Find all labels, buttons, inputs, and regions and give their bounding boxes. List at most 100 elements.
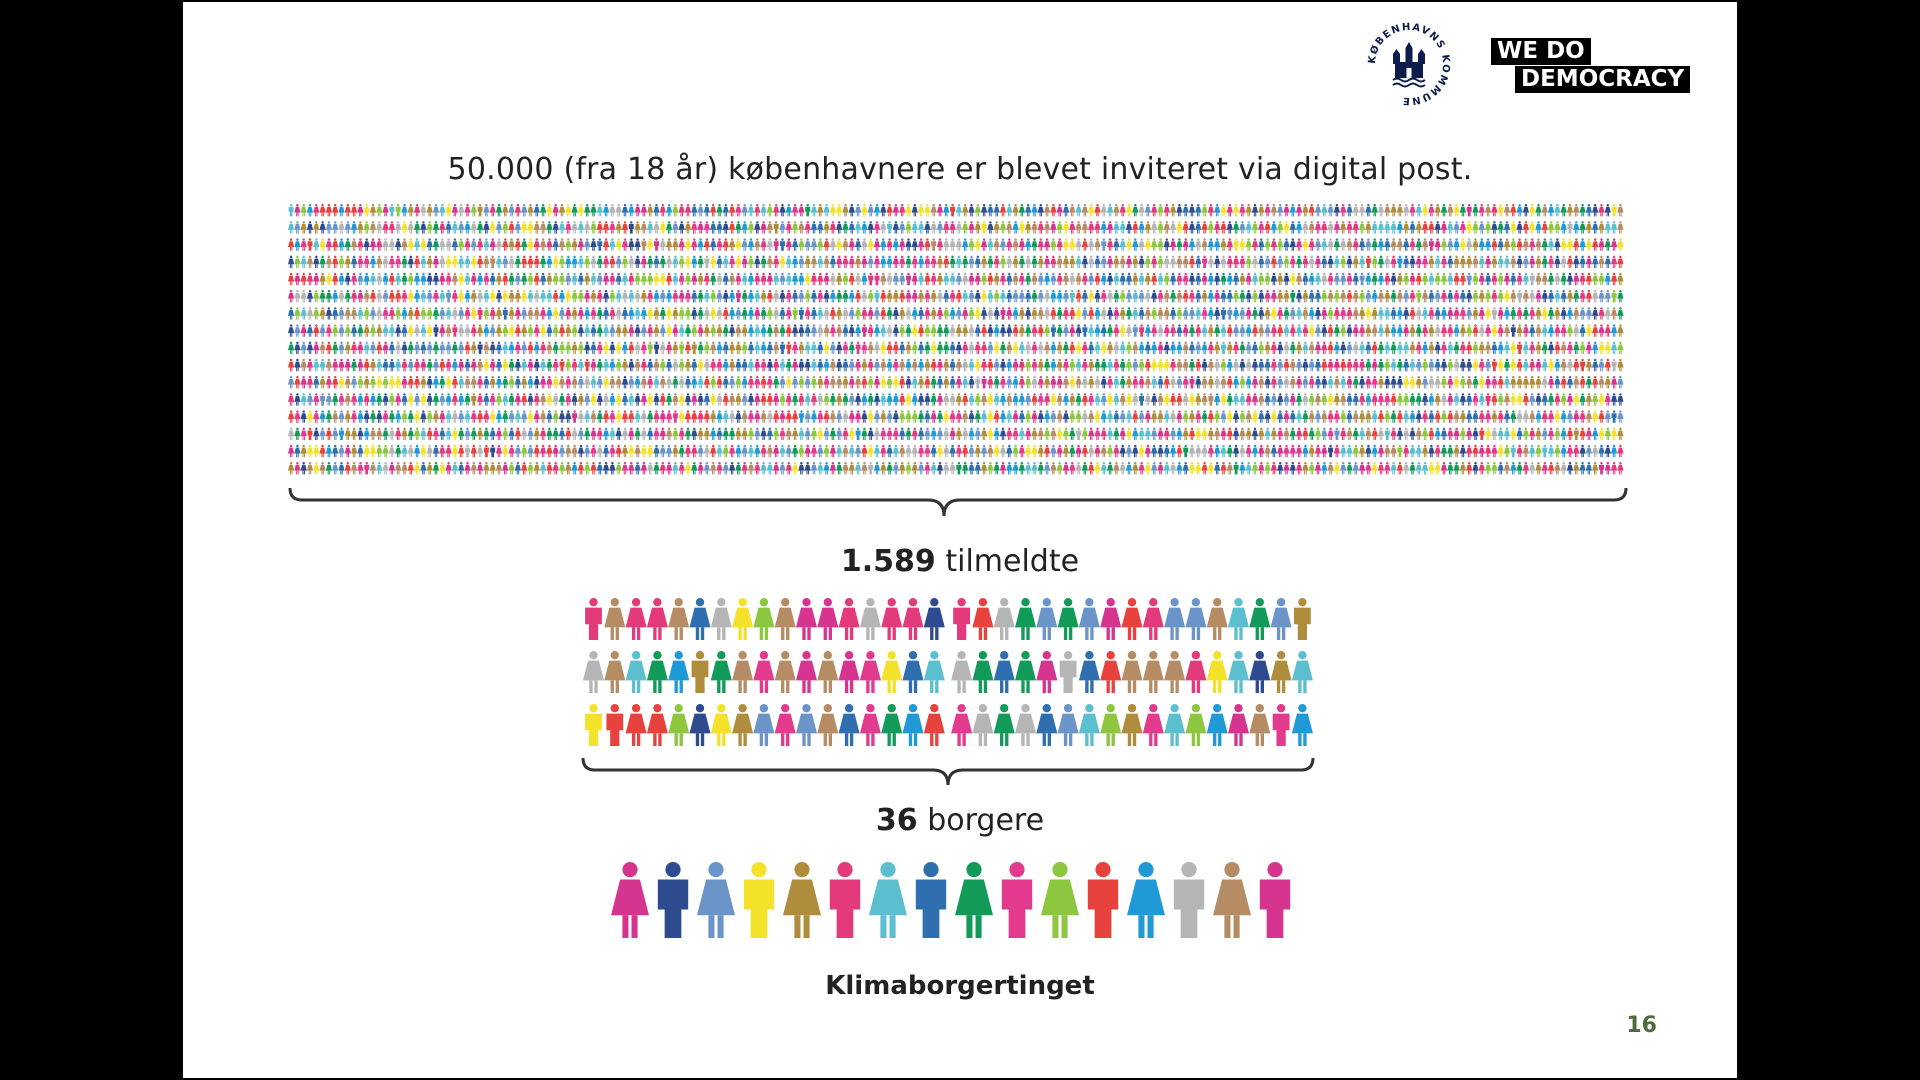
person-icon	[1599, 462, 1604, 475]
person-icon	[1321, 204, 1328, 217]
person-icon	[1207, 410, 1214, 423]
person-icon	[962, 221, 969, 234]
person-icon	[653, 221, 660, 234]
person-icon	[634, 204, 641, 217]
person-icon	[911, 462, 918, 475]
person-icon	[918, 238, 925, 251]
person-icon	[363, 290, 370, 303]
person-icon	[1245, 462, 1252, 475]
person-icon	[1119, 444, 1126, 458]
person-icon	[773, 238, 779, 251]
person-icon	[1308, 393, 1315, 406]
person-icon	[1529, 255, 1536, 268]
person-icon	[684, 444, 692, 458]
person-icon	[1185, 598, 1207, 640]
person-icon	[300, 272, 307, 286]
person-icon	[527, 238, 534, 251]
person-icon	[1062, 341, 1070, 354]
person-icon	[1088, 376, 1095, 389]
person-icon	[1245, 341, 1252, 354]
person-icon	[773, 376, 780, 389]
person-icon	[1611, 204, 1617, 217]
person-icon	[1340, 444, 1347, 458]
person-icon	[905, 427, 912, 440]
person-icon	[1258, 272, 1265, 286]
person-icon	[672, 410, 678, 423]
person-icon	[1289, 376, 1296, 389]
person-icon	[1365, 410, 1372, 423]
person-icon	[426, 462, 433, 475]
person-icon	[804, 255, 811, 268]
person-icon	[640, 410, 647, 423]
citizens-label: borgere	[927, 803, 1045, 838]
citizens-people-row	[611, 862, 1291, 938]
person-icon	[1125, 393, 1133, 406]
person-icon	[1182, 255, 1189, 268]
person-icon	[1371, 462, 1378, 475]
person-icon	[458, 358, 465, 372]
person-icon	[502, 204, 509, 217]
person-icon	[1163, 221, 1170, 234]
person-icon	[1340, 204, 1347, 217]
person-icon	[1403, 358, 1410, 372]
person-icon	[1503, 444, 1511, 458]
person-icon	[584, 324, 591, 337]
person-icon	[401, 444, 408, 458]
person-icon	[659, 324, 666, 337]
person-icon	[1422, 376, 1429, 389]
person-icon	[899, 444, 906, 458]
person-icon	[899, 427, 906, 440]
person-icon	[1056, 238, 1063, 251]
person-icon	[344, 341, 351, 354]
person-icon	[1617, 255, 1624, 268]
person-icon	[558, 462, 566, 475]
person-icon	[1239, 307, 1246, 320]
person-icon	[987, 272, 994, 286]
person-icon	[1245, 324, 1252, 337]
person-icon	[1290, 290, 1296, 303]
person-icon	[407, 307, 414, 320]
person-icon	[1566, 462, 1574, 475]
person-icon	[527, 393, 534, 406]
person-icon	[880, 307, 887, 320]
person-icon	[1270, 221, 1277, 234]
person-icon	[1075, 341, 1082, 354]
person-icon	[1226, 462, 1233, 475]
person-icon	[1548, 341, 1555, 354]
person-icon	[804, 221, 811, 234]
person-icon	[1062, 221, 1070, 234]
person-icon	[955, 238, 962, 251]
person-icon	[571, 462, 578, 475]
person-icon	[873, 444, 881, 458]
person-icon	[1176, 324, 1183, 337]
person-icon	[376, 410, 383, 423]
person-icon	[962, 462, 969, 475]
person-icon	[1056, 272, 1063, 286]
person-icon	[621, 221, 629, 234]
person-icon	[774, 598, 796, 640]
person-icon	[1485, 444, 1492, 458]
person-icon	[1365, 255, 1371, 268]
person-icon	[1560, 393, 1567, 406]
person-icon	[735, 427, 742, 440]
person-icon	[766, 204, 773, 217]
person-icon	[1119, 221, 1126, 234]
person-icon	[659, 462, 666, 475]
person-icon	[804, 238, 811, 251]
person-icon	[842, 427, 849, 440]
person-icon	[426, 307, 433, 320]
person-icon	[1604, 376, 1611, 389]
person-icon	[697, 462, 704, 475]
person-icon	[924, 221, 931, 234]
person-icon	[414, 290, 421, 303]
person-icon	[647, 255, 654, 268]
person-icon	[729, 341, 736, 354]
person-icon	[1207, 462, 1214, 475]
person-icon	[1472, 238, 1479, 251]
person-icon	[760, 358, 767, 372]
person-icon	[558, 290, 566, 303]
person-icon	[1371, 204, 1378, 217]
slide: KØBENHAVNS KOMMUNE WE DO DEMOCRACY 50.00…	[183, 2, 1737, 1078]
person-icon	[729, 393, 736, 406]
person-icon	[829, 393, 836, 406]
